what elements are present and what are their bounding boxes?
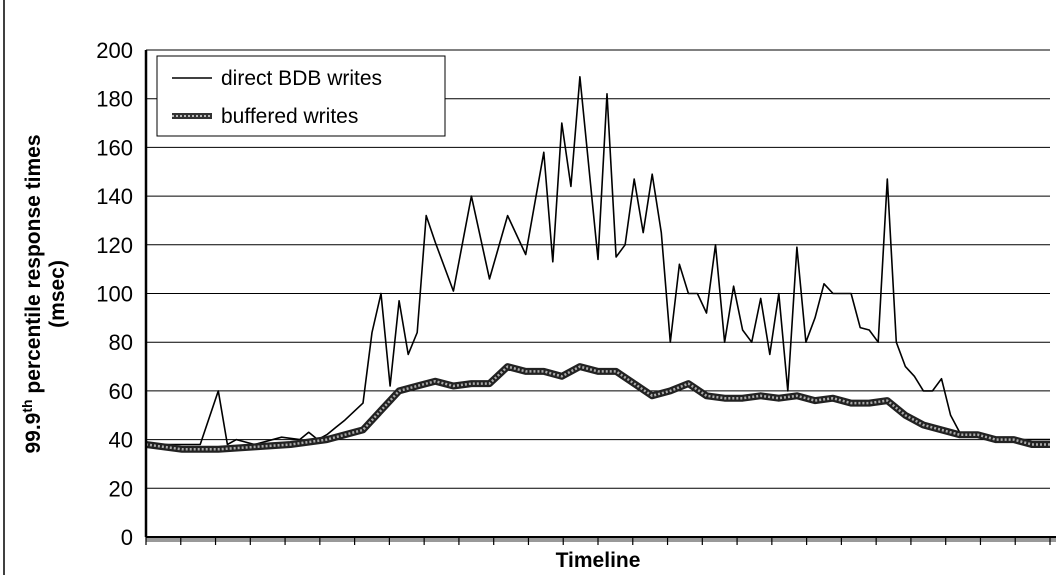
y-tick-label: 60: [109, 379, 133, 404]
y-tick-label: 140: [96, 184, 133, 209]
y-axis-title-prefix: 99.9: [22, 413, 45, 454]
legend-label-direct: direct BDB writes: [221, 67, 382, 90]
svg-text:99.9th percentile response tim: 99.9th percentile response times: [19, 134, 45, 453]
y-tick-labels: 0 20 40 60 80 100 120 140 160 180 200: [96, 38, 133, 550]
y-tick-label: 200: [96, 38, 133, 63]
legend: direct BDB writes buffered writes: [157, 56, 445, 136]
y-tick-label: 0: [121, 525, 133, 550]
y-tick-label: 40: [109, 428, 133, 453]
y-tick-label: 80: [109, 330, 133, 355]
y-axis-title-suffix: percentile response times: [22, 134, 45, 399]
y-tick-label: 120: [96, 233, 133, 258]
y-axis-title: 99.9th percentile response times (msec): [19, 134, 69, 453]
y-axis-title-sup: th: [19, 399, 35, 412]
legend-label-buffered: buffered writes: [221, 105, 358, 128]
y-tick-label: 160: [96, 135, 133, 160]
x-axis: [146, 537, 1056, 545]
y-tick-label: 100: [96, 282, 133, 307]
y-axis-unit: (msec): [46, 260, 69, 328]
y-tick-label: 20: [109, 476, 133, 501]
y-tick-label: 180: [96, 87, 133, 112]
x-axis-title: Timeline: [556, 549, 641, 572]
